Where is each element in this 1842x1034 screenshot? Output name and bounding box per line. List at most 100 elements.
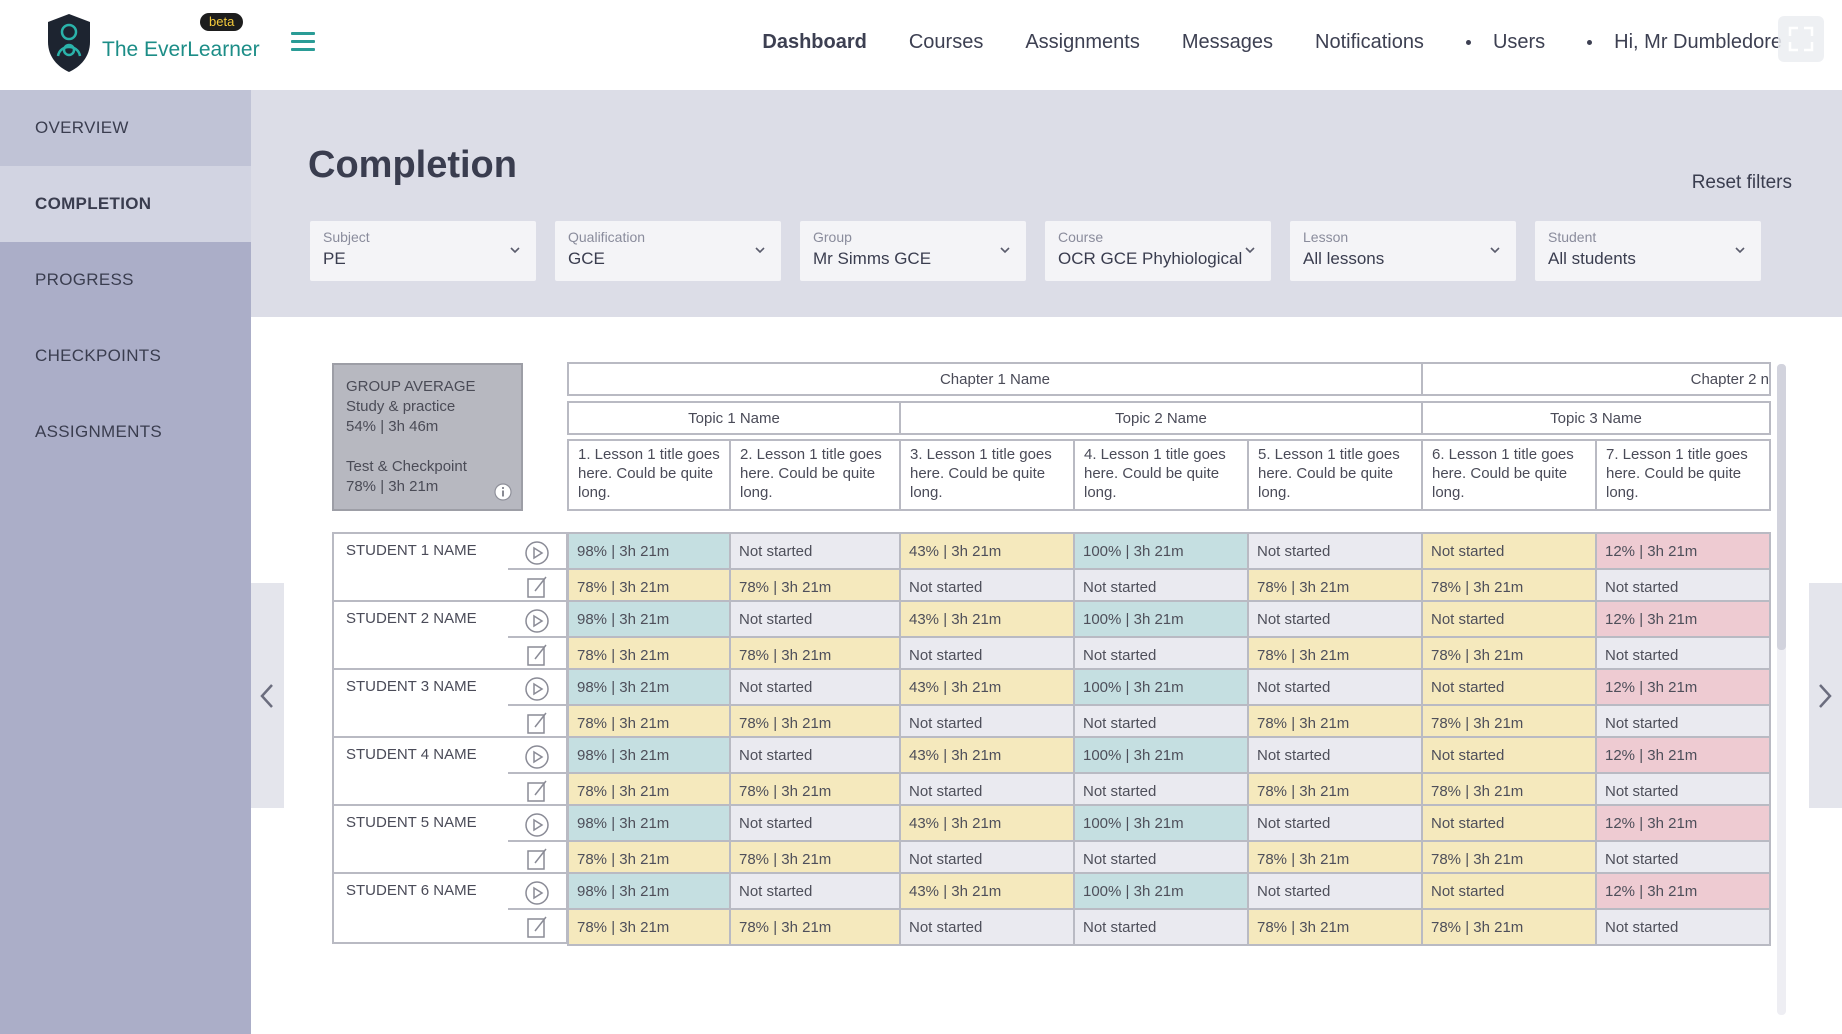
sidebar-item-completion[interactable]: COMPLETION xyxy=(0,166,251,242)
test-cell[interactable]: 78% | 3h 21m xyxy=(1421,840,1597,878)
study-cell[interactable]: 98% | 3h 21m xyxy=(567,736,731,774)
test-cell[interactable]: Not started xyxy=(1073,636,1249,674)
study-cell[interactable]: 98% | 3h 21m xyxy=(567,872,731,910)
test-cell[interactable]: Not started xyxy=(899,772,1075,810)
test-cell[interactable]: Not started xyxy=(1595,908,1771,946)
study-cell[interactable]: Not started xyxy=(729,736,901,774)
study-cell[interactable]: Not started xyxy=(729,668,901,706)
test-cell[interactable]: Not started xyxy=(1073,704,1249,742)
study-cell[interactable]: 12% | 3h 21m xyxy=(1595,600,1771,638)
test-cell[interactable]: Not started xyxy=(1073,908,1249,946)
study-cell[interactable]: 100% | 3h 21m xyxy=(1073,804,1249,842)
study-cell[interactable]: Not started xyxy=(1247,872,1423,910)
study-cell[interactable]: Not started xyxy=(1421,736,1597,774)
test-cell[interactable]: Not started xyxy=(1595,704,1771,742)
nav-courses[interactable]: Courses xyxy=(908,31,984,53)
filter-dropdown-student[interactable]: Student All students xyxy=(1535,221,1761,281)
play-circle-icon[interactable] xyxy=(524,744,550,770)
edit-note-icon[interactable] xyxy=(524,574,550,600)
test-cell[interactable]: Not started xyxy=(899,704,1075,742)
student-name[interactable]: STUDENT 6 NAME xyxy=(332,872,510,944)
play-circle-icon[interactable] xyxy=(524,676,550,702)
test-cell[interactable]: Not started xyxy=(1073,568,1249,606)
study-cell[interactable]: Not started xyxy=(1421,532,1597,570)
student-name[interactable]: STUDENT 3 NAME xyxy=(332,668,510,740)
test-cell[interactable]: 78% | 3h 21m xyxy=(729,636,901,674)
filter-dropdown-group[interactable]: Group Mr Simms GCE xyxy=(800,221,1026,281)
play-circle-icon[interactable] xyxy=(524,880,550,906)
study-cell[interactable]: Not started xyxy=(1421,872,1597,910)
study-cell[interactable]: Not started xyxy=(1247,600,1423,638)
play-circle-icon[interactable] xyxy=(524,540,550,566)
study-cell[interactable]: 98% | 3h 21m xyxy=(567,600,731,638)
test-cell[interactable]: 78% | 3h 21m xyxy=(1247,772,1423,810)
scrollbar-thumb[interactable] xyxy=(1777,364,1786,650)
test-cell[interactable]: Not started xyxy=(899,568,1075,606)
study-cell[interactable]: 12% | 3h 21m xyxy=(1595,532,1771,570)
test-cell[interactable]: 78% | 3h 21m xyxy=(1247,704,1423,742)
info-icon[interactable] xyxy=(494,483,512,501)
study-cell[interactable]: 43% | 3h 21m xyxy=(899,872,1075,910)
study-cell[interactable]: 100% | 3h 21m xyxy=(1073,532,1249,570)
sidebar-item-checkpoints[interactable]: CHECKPOINTS xyxy=(35,346,162,365)
sidebar-item-progress[interactable]: PROGRESS xyxy=(35,270,134,289)
test-cell[interactable]: Not started xyxy=(1595,772,1771,810)
test-cell[interactable]: Not started xyxy=(1073,772,1249,810)
study-cell[interactable]: Not started xyxy=(1247,804,1423,842)
study-cell[interactable]: Not started xyxy=(1247,668,1423,706)
study-cell[interactable]: Not started xyxy=(1247,532,1423,570)
study-cell[interactable]: 43% | 3h 21m xyxy=(899,532,1075,570)
study-cell[interactable]: Not started xyxy=(729,872,901,910)
study-cell[interactable]: 43% | 3h 21m xyxy=(899,736,1075,774)
nav-assignments[interactable]: Assignments xyxy=(1025,31,1140,53)
study-cell[interactable]: 43% | 3h 21m xyxy=(899,804,1075,842)
study-cell[interactable]: 98% | 3h 21m xyxy=(567,668,731,706)
study-cell[interactable]: Not started xyxy=(1421,668,1597,706)
nav-messages[interactable]: Messages xyxy=(1181,31,1273,53)
study-cell[interactable]: Not started xyxy=(1421,600,1597,638)
sidebar-item-overview[interactable]: OVERVIEW xyxy=(0,90,251,166)
filter-dropdown-lesson[interactable]: Lesson All lessons xyxy=(1290,221,1516,281)
study-cell[interactable]: 100% | 3h 21m xyxy=(1073,600,1249,638)
test-cell[interactable]: 78% | 3h 21m xyxy=(729,772,901,810)
test-cell[interactable]: 78% | 3h 21m xyxy=(729,568,901,606)
test-cell[interactable]: Not started xyxy=(899,908,1075,946)
test-cell[interactable]: Not started xyxy=(899,636,1075,674)
study-cell[interactable]: 12% | 3h 21m xyxy=(1595,668,1771,706)
edit-note-icon[interactable] xyxy=(524,778,550,804)
study-cell[interactable]: Not started xyxy=(729,804,901,842)
play-circle-icon[interactable] xyxy=(524,608,550,634)
edit-note-icon[interactable] xyxy=(524,846,550,872)
expand-icon[interactable] xyxy=(1778,16,1824,62)
edit-note-icon[interactable] xyxy=(524,710,550,736)
study-cell[interactable]: 100% | 3h 21m xyxy=(1073,872,1249,910)
test-cell[interactable]: 78% | 3h 21m xyxy=(567,908,731,946)
filter-dropdown-subject[interactable]: Subject PE xyxy=(310,221,536,281)
test-cell[interactable]: 78% | 3h 21m xyxy=(1247,908,1423,946)
nav-users[interactable]: Users xyxy=(1465,31,1545,54)
filter-dropdown-qualification[interactable]: Qualification GCE xyxy=(555,221,781,281)
study-cell[interactable]: 43% | 3h 21m xyxy=(899,600,1075,638)
test-cell[interactable]: 78% | 3h 21m xyxy=(567,772,731,810)
test-cell[interactable]: Not started xyxy=(1595,568,1771,606)
test-cell[interactable]: Not started xyxy=(1595,840,1771,878)
edit-note-icon[interactable] xyxy=(524,642,550,668)
scroll-left-button[interactable] xyxy=(251,583,284,808)
sidebar-item-assignments[interactable]: ASSIGNMENTS xyxy=(35,422,163,441)
test-cell[interactable]: Not started xyxy=(899,840,1075,878)
student-name[interactable]: STUDENT 4 NAME xyxy=(332,736,510,808)
test-cell[interactable]: 78% | 3h 21m xyxy=(567,840,731,878)
study-cell[interactable]: 98% | 3h 21m xyxy=(567,804,731,842)
test-cell[interactable]: Not started xyxy=(1073,840,1249,878)
play-circle-icon[interactable] xyxy=(524,812,550,838)
study-cell[interactable]: 98% | 3h 21m xyxy=(567,532,731,570)
study-cell[interactable]: Not started xyxy=(729,532,901,570)
study-cell[interactable]: 43% | 3h 21m xyxy=(899,668,1075,706)
test-cell[interactable]: 78% | 3h 21m xyxy=(729,908,901,946)
app-logo[interactable]: The EverLearner beta xyxy=(40,12,260,78)
scroll-right-button[interactable] xyxy=(1809,583,1842,808)
vertical-scrollbar[interactable] xyxy=(1777,364,1786,1015)
study-cell[interactable]: 12% | 3h 21m xyxy=(1595,736,1771,774)
student-name[interactable]: STUDENT 5 NAME xyxy=(332,804,510,876)
study-cell[interactable]: 100% | 3h 21m xyxy=(1073,736,1249,774)
